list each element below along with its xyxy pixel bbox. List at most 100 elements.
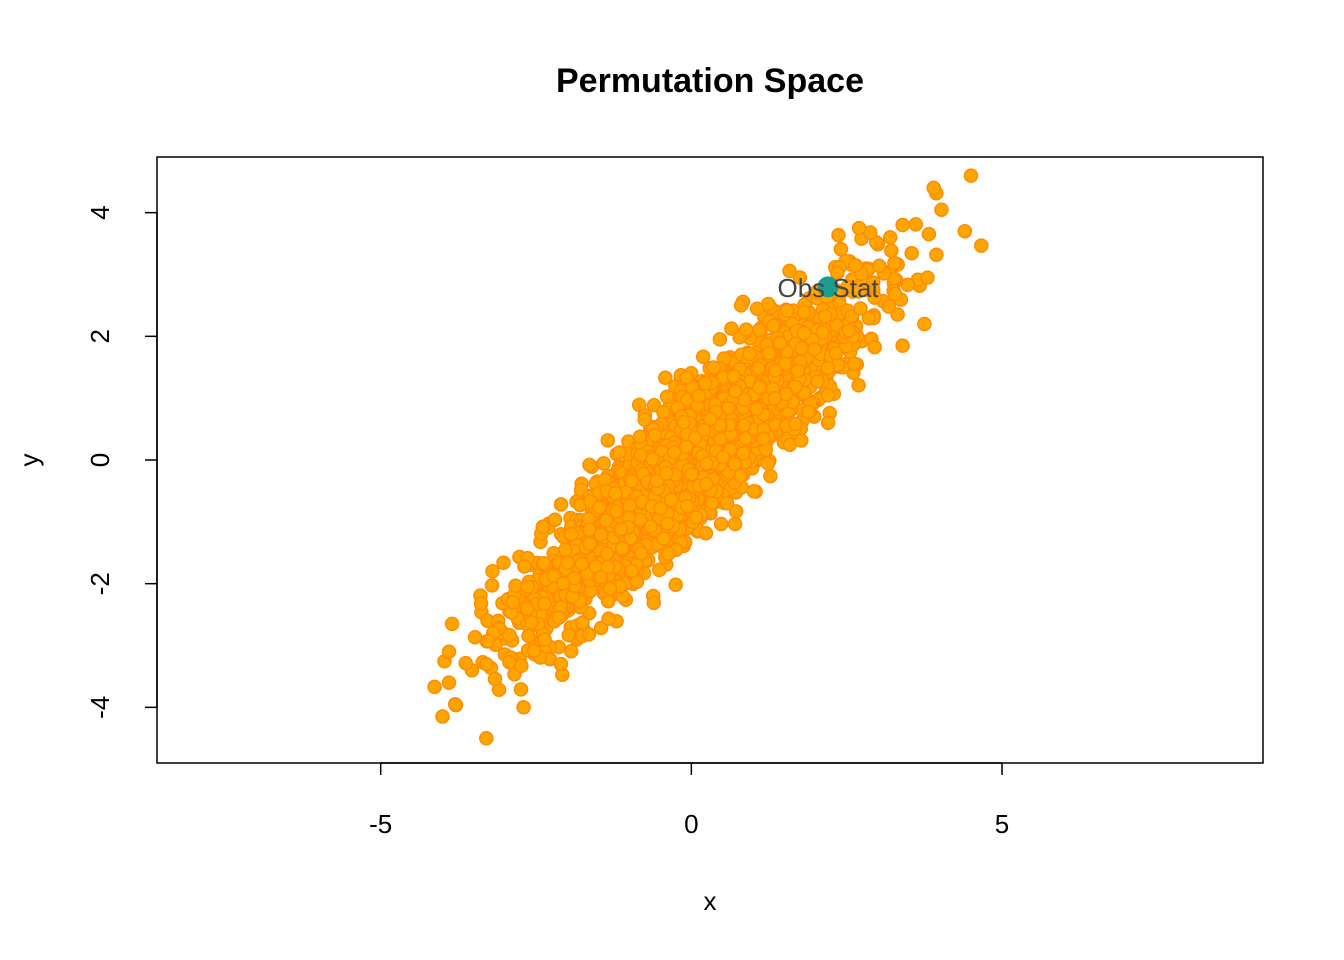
scatter-point [698, 525, 714, 541]
scatter-point [444, 616, 460, 632]
scatter-point [851, 220, 867, 236]
scatter-point [782, 263, 797, 279]
scatter-point [582, 522, 597, 538]
scatter-point [535, 519, 551, 535]
scatter-point [684, 466, 699, 482]
scatter-point [649, 473, 665, 489]
scatter-point [558, 542, 573, 558]
scatter-point [520, 579, 535, 594]
scatter-point [767, 363, 783, 378]
scatter-point [427, 679, 442, 695]
scatter-point [801, 404, 816, 420]
scatter-point [646, 595, 662, 611]
scatter-point [796, 325, 812, 341]
scatter-point [848, 258, 863, 273]
y-tick-label: 0 [85, 453, 115, 467]
scatter-point [895, 338, 910, 353]
scatter-point [974, 238, 989, 253]
scatter-point [756, 431, 771, 446]
scatter-point [926, 180, 941, 196]
scatter-point [867, 339, 882, 355]
scatter-point [658, 466, 674, 481]
scatter-point [724, 321, 739, 336]
y-tick-label: -2 [85, 572, 115, 595]
scatter-point [612, 445, 627, 460]
scatter-point [820, 388, 836, 403]
observed-layer: Obs Stat [777, 273, 879, 303]
scatter-point [526, 643, 542, 658]
observed-stat-point [817, 276, 839, 298]
scatter-point [882, 230, 898, 245]
scatter-point [895, 217, 910, 233]
scatter-point [624, 563, 640, 579]
scatter-point [917, 316, 932, 332]
scatter-point [695, 349, 711, 364]
y-axis-label: y [14, 454, 44, 467]
scatter-point [467, 629, 483, 645]
scatter-point [637, 412, 652, 427]
scatter-point [537, 596, 552, 612]
scatter-point [727, 516, 743, 532]
scatter-point [567, 570, 582, 586]
scatter-point [851, 378, 866, 393]
scatter-point [881, 299, 897, 314]
scatter-point [820, 415, 836, 431]
scatter-point [645, 451, 660, 467]
scatter-point [609, 504, 624, 519]
scatter-point [920, 270, 935, 285]
scatter-point [624, 473, 639, 489]
scatter-point [691, 388, 707, 404]
scatter-point [679, 439, 694, 455]
scatter-point [517, 559, 532, 574]
scatter-point [699, 477, 714, 492]
x-tick-label: 5 [995, 809, 1009, 839]
scatter-point [608, 486, 623, 501]
scatter-point [473, 596, 489, 611]
scatter-point [516, 700, 531, 715]
scatter-point [934, 202, 949, 218]
scatter-point [761, 346, 777, 361]
scatter-point [484, 578, 500, 593]
scatter-point [841, 323, 857, 338]
scatter-point [561, 627, 576, 643]
x-tick-label: 0 [684, 809, 698, 839]
scatter-point [777, 356, 793, 372]
scatter-point [806, 342, 822, 357]
scatter-point [687, 430, 703, 446]
scatter-point [810, 374, 825, 389]
scatter-point [485, 564, 500, 579]
scatter-point [736, 446, 751, 461]
scatter-point [643, 519, 658, 534]
scatter-point [447, 697, 463, 712]
scatter-point [524, 614, 539, 630]
scatter-point [560, 555, 575, 571]
scatter-point [614, 541, 630, 556]
scatter-point [593, 570, 609, 585]
scatter-point [633, 447, 648, 463]
scatter-point [713, 431, 728, 447]
scatter-point [508, 578, 523, 594]
scatter-point [575, 615, 590, 631]
scatter-point [546, 568, 562, 584]
scatter-point [726, 368, 742, 384]
scatter-point [796, 304, 812, 320]
scatter-point [659, 389, 675, 405]
scatter-point [887, 286, 903, 302]
scatter-point [794, 341, 809, 356]
scatter-point [647, 427, 663, 443]
scatter-point [736, 418, 752, 433]
scatter-point [536, 555, 552, 571]
scatter-point [738, 431, 753, 446]
scatter-point [840, 279, 855, 294]
scatter-point [751, 361, 766, 376]
y-tick-label: -4 [85, 696, 115, 719]
scatter-point [715, 449, 731, 465]
scatter-point [596, 456, 611, 471]
scatter-point [957, 223, 973, 239]
scatter-point [441, 675, 457, 690]
scatter-point [479, 731, 494, 746]
scatter-point [601, 611, 616, 627]
scatter-point [513, 682, 529, 697]
scatter-point [738, 322, 754, 337]
